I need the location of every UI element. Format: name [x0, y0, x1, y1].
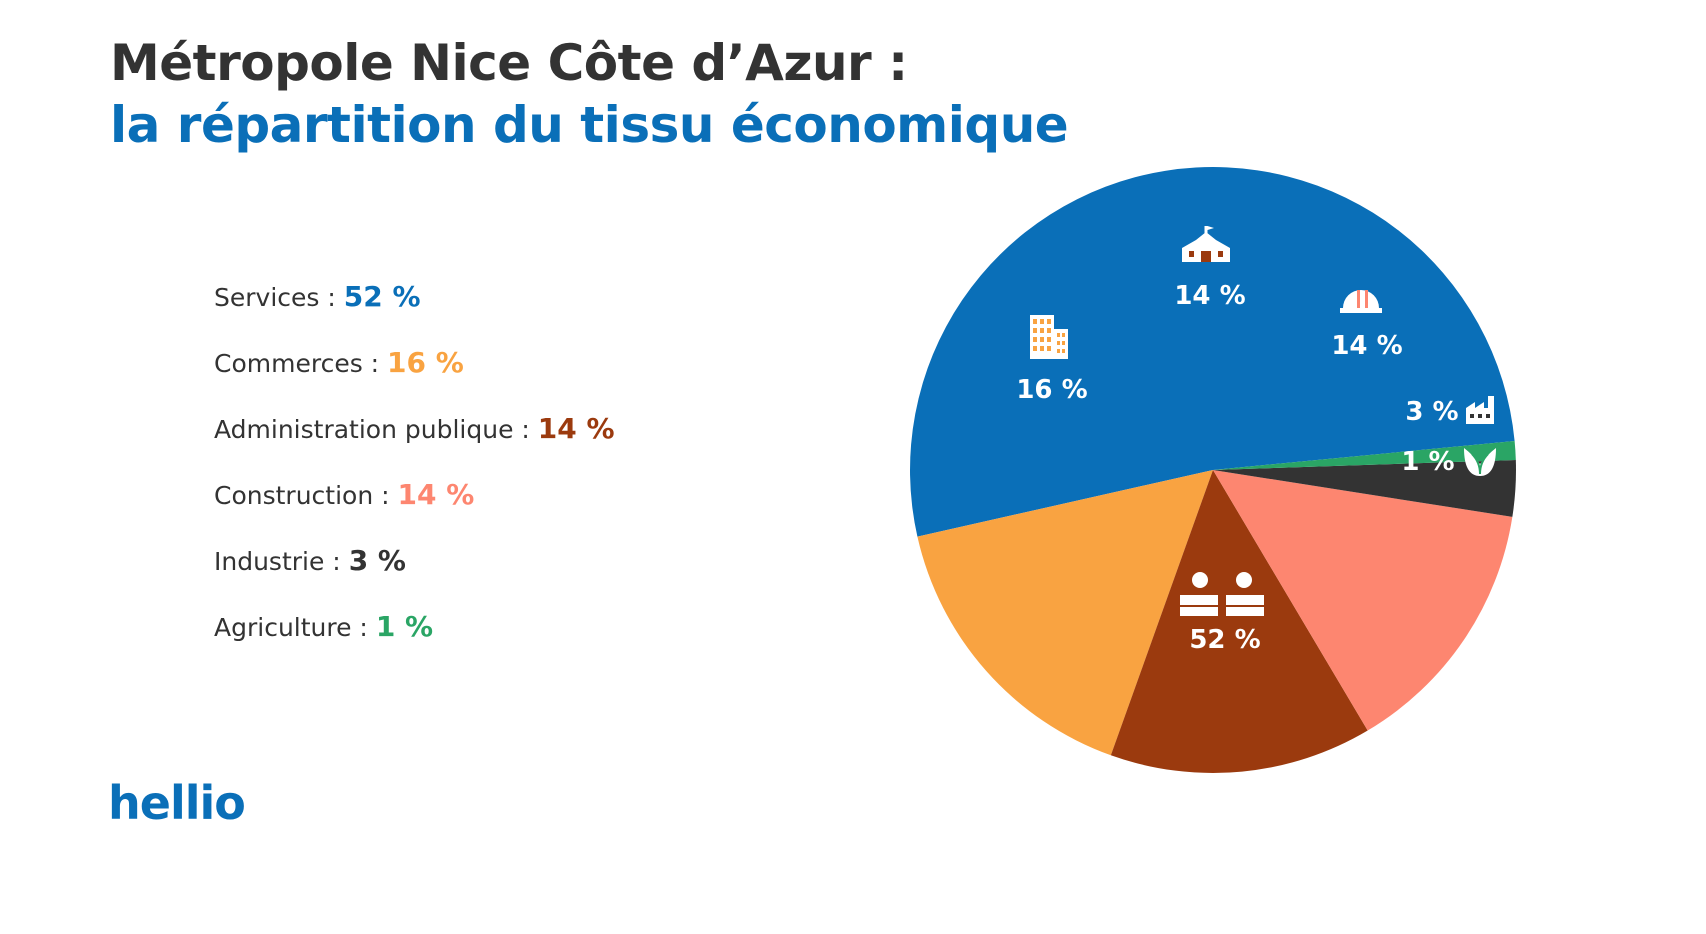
legend-value: 52 % [343, 280, 421, 313]
pie-slice-services [910, 167, 1515, 537]
legend-label: Industrie : [214, 547, 349, 576]
slice-label-agriculture: 1 % [1401, 447, 1454, 477]
legend-label: Agriculture : [214, 613, 376, 642]
legend-value: 14 % [397, 478, 475, 511]
legend-item-services: Services : 52 % [214, 280, 615, 346]
hard-hat-icon [1340, 290, 1382, 313]
pie-slice-agriculture [1213, 440, 1516, 470]
legend-item-construction: Construction : 14 % [214, 478, 615, 544]
slice-label-services: 52 % [1189, 625, 1260, 655]
slice-label-construction: 14 % [1331, 331, 1402, 361]
legend-item-industrie: Industrie : 3 % [214, 544, 615, 610]
legend-item-administration-publique: Administration publique : 14 % [214, 412, 615, 478]
slice-label-industrie: 3 % [1405, 397, 1458, 427]
pie-slice-commerces [917, 470, 1213, 756]
legend-value: 1 % [375, 610, 434, 643]
chart-title-line2: la répartition du tissu économique [110, 96, 1069, 154]
legend-value: 16 % [387, 346, 464, 379]
legend-item-commerces: Commerces : 16 % [214, 346, 615, 412]
sprout-icon [1464, 448, 1496, 476]
hellio-logo: hellio [108, 776, 246, 830]
pie-slice-administration-publique [1110, 470, 1368, 774]
building-icon [1030, 315, 1068, 359]
legend-label: Services : [214, 283, 344, 312]
legend-value: 14 % [537, 412, 615, 445]
slice-label-commerces: 16 % [1016, 375, 1087, 405]
legend-value: 3 % [348, 544, 406, 577]
people-desk-icon [1180, 572, 1264, 616]
legend-label: Commerces : [214, 349, 388, 378]
legend-label: Construction : [214, 481, 398, 510]
legend: Services : 52 % Commerces : 16 % Administr… [214, 280, 615, 676]
legend-label: Administration publique : [214, 415, 538, 444]
factory-icon [1466, 396, 1494, 424]
pie-slice-construction [1213, 470, 1513, 731]
legend-item-agriculture: Agriculture : 1 % [214, 610, 615, 676]
town-hall-icon [1182, 226, 1230, 262]
chart-title-line1: Métropole Nice Côte d’Azur : [110, 34, 908, 92]
slice-label-administration-publique: 14 % [1174, 281, 1245, 311]
pie-slice-industrie [1213, 459, 1516, 517]
